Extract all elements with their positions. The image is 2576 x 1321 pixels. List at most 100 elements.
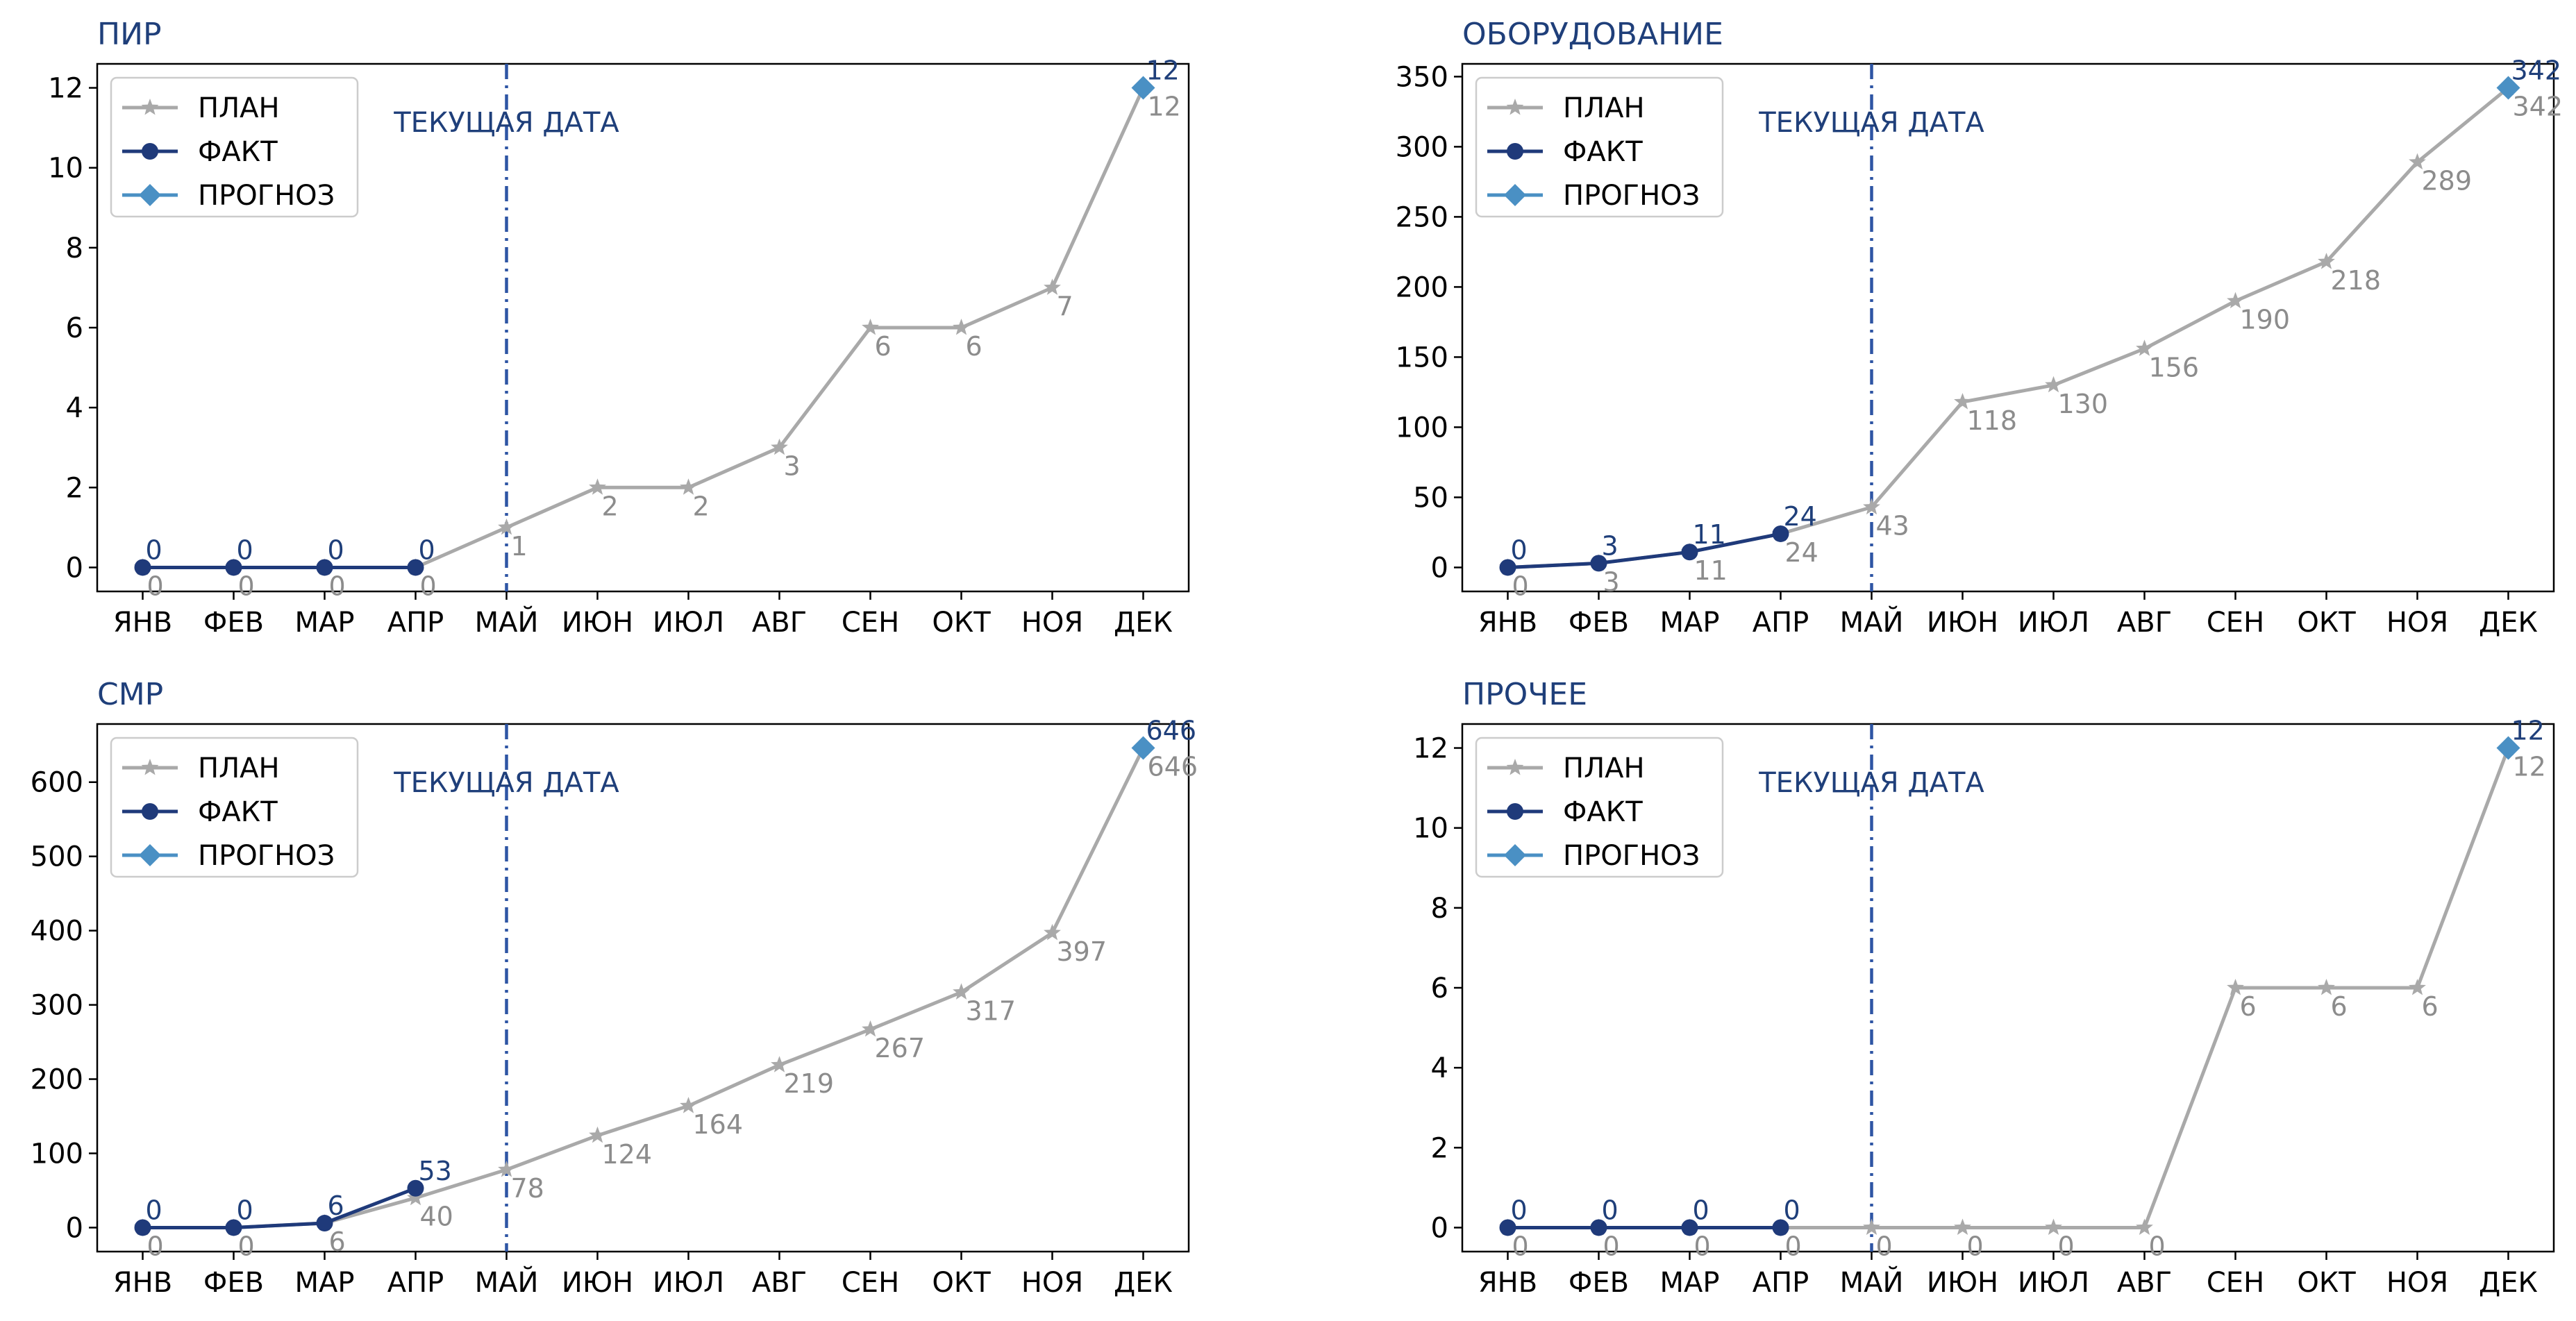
forecast-point	[2496, 76, 2520, 100]
plan-point	[2136, 339, 2153, 356]
plan-value-label: 0	[329, 571, 346, 601]
plan-value-label: 0	[2058, 1231, 2075, 1261]
plan-value-label: 3	[784, 451, 801, 482]
legend-forecast-label: ПРОГНОЗ	[1563, 840, 1700, 872]
y-tick-label: 0	[66, 1212, 83, 1244]
plan-point	[1044, 923, 1061, 941]
fact-point	[407, 559, 424, 576]
current-date-label: ТЕКУЩАЯ ДАТА	[1758, 107, 1984, 139]
legend-box	[110, 76, 359, 218]
x-tick-label: АПР	[1753, 1267, 1809, 1299]
legend-forecast-label: ПРОГНОЗ	[198, 180, 335, 212]
fact-point	[316, 559, 333, 576]
x-tick-label: ДЕК	[2479, 607, 2538, 639]
x-tick-label: ИЮН	[562, 607, 633, 639]
x-tick-label: НОЯ	[1021, 1267, 1083, 1299]
x-tick-label: ЯНВ	[113, 607, 172, 639]
y-tick-label: 12	[48, 73, 83, 105]
x-tick-label: АПР	[1753, 607, 1809, 639]
plan-value-label: 190	[2240, 305, 2291, 335]
fact-value-label: 0	[146, 535, 162, 565]
x-tick-label: ФЕВ	[203, 1267, 264, 1299]
legend-plan-label: ПЛАН	[198, 92, 280, 124]
legend-plan-marker	[141, 759, 159, 775]
legend-forecast-label: ПРОГНОЗ	[198, 840, 335, 872]
fact-point	[1681, 1219, 1698, 1236]
x-tick-label: ИЮЛ	[653, 607, 724, 639]
x-tick-label: ЯНВ	[1478, 607, 1537, 639]
plan-point	[589, 478, 606, 495]
plan-value-label: 646	[1148, 752, 1198, 782]
legend-fact-marker	[142, 143, 158, 160]
fact-point	[1499, 559, 1516, 576]
fact-value-label: 0	[146, 1195, 162, 1225]
current-date-label: ТЕКУЩАЯ ДАТА	[393, 767, 619, 799]
plan-point	[498, 518, 515, 535]
plan-value-label: 124	[602, 1139, 653, 1170]
fact-point	[1499, 1219, 1516, 1236]
x-tick-label: ОКТ	[2297, 1267, 2356, 1299]
plan-point	[2227, 292, 2244, 309]
y-tick-label: 12	[1413, 733, 1448, 765]
plan-value-label: 6	[2240, 991, 2257, 1022]
plan-value-label: 0	[238, 571, 255, 601]
x-tick-label: ИЮЛ	[653, 1267, 724, 1299]
x-tick-label: МАР	[1660, 1267, 1720, 1299]
plan-point	[771, 438, 788, 455]
y-tick-label: 4	[66, 392, 83, 424]
x-tick-label: АПР	[387, 607, 444, 639]
plan-value-label: 2	[693, 491, 710, 521]
plan-point	[953, 983, 970, 1000]
y-tick-label: 0	[1431, 1212, 1448, 1244]
x-tick-label: СЕН	[842, 1267, 899, 1299]
plan-value-label: 0	[1694, 1231, 1711, 1261]
x-tick-label: ИЮН	[1927, 1267, 1998, 1299]
fact-value-label: 0	[419, 535, 435, 565]
y-tick-label: 6	[1431, 973, 1448, 1004]
fact-value-label: 0	[1602, 1195, 1619, 1225]
fact-value-label: 24	[1784, 501, 1817, 532]
plan-point	[1863, 498, 1880, 515]
y-tick-label: 100	[31, 1138, 83, 1170]
y-tick-label: 500	[31, 841, 83, 873]
plan-value-label: 6	[875, 331, 892, 362]
fact-point	[1681, 544, 1698, 561]
plan-point	[2318, 979, 2335, 995]
plan-value-label: 342	[2513, 92, 2564, 122]
plan-value-label: 6	[329, 1227, 346, 1257]
y-tick-label: 600	[31, 767, 83, 799]
forecast-point	[1131, 736, 1155, 760]
fact-line	[142, 1186, 417, 1229]
chart-4: ПРОЧЕЕ 0 2 4 6 8 10 12 ЯНВ ФЕВ МАР АПР МАЙ ИЮН ИЮЛ АВГ С…	[1413, 677, 2555, 1299]
fact-value-label: 0	[1693, 1195, 1709, 1225]
plan-point	[953, 319, 970, 335]
x-tick-label: НОЯ	[2386, 607, 2448, 639]
plan-value-label: 0	[147, 1231, 164, 1261]
x-tick-label: АВГ	[752, 607, 807, 639]
x-tick-label: ФЕВ	[1569, 1267, 1629, 1299]
plan-value-label: 11	[1694, 555, 1728, 586]
fact-value-label: 0	[1511, 535, 1528, 565]
plan-value-label: 12	[2513, 752, 2546, 782]
plan-value-label: 0	[1785, 1231, 1802, 1261]
plan-point	[2136, 1218, 2153, 1235]
chart-title: ПИР	[97, 17, 162, 52]
y-tick-label: 200	[1396, 271, 1448, 303]
plan-value-label: 6	[966, 331, 982, 362]
forecast-value-label: 646	[1146, 716, 1197, 746]
y-tick-label: 50	[1413, 482, 1448, 514]
fact-point	[225, 559, 242, 576]
plan-point	[862, 1020, 879, 1037]
legend-plan-marker	[141, 99, 159, 115]
plan-point	[680, 1097, 697, 1113]
fact-value-label: 3	[1602, 530, 1619, 561]
plan-point	[407, 1188, 424, 1206]
y-tick-label: 0	[1431, 552, 1448, 584]
legend-plan-label: ПЛАН	[1563, 92, 1645, 124]
legend-fact-marker	[142, 803, 158, 820]
legend-plan-label: ПЛАН	[198, 752, 280, 784]
x-tick-label: МАР	[1660, 607, 1720, 639]
x-tick-label: СЕН	[842, 607, 899, 639]
y-tick-label: 300	[1396, 131, 1448, 163]
